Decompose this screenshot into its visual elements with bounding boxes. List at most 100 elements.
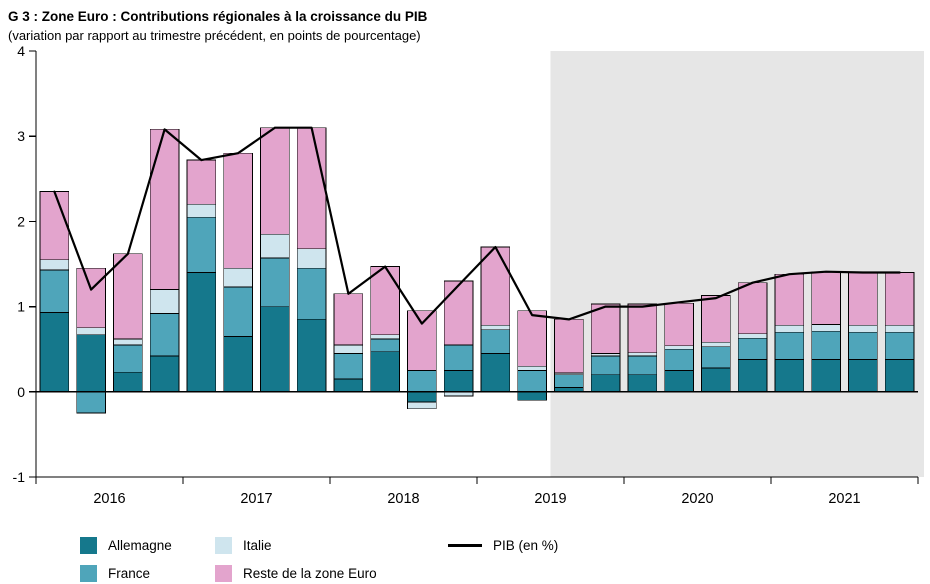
legend-label-italie: Italie xyxy=(243,538,272,553)
legend-line-swatch xyxy=(448,544,482,547)
bar-segment xyxy=(627,355,658,376)
pib-line xyxy=(53,126,901,325)
chart-subtitle: (variation par rapport au trimestre préc… xyxy=(8,28,421,43)
gdp-contributions-chart: -1 0 1 2 3 4 2016 2017 2018 2019 2020 2021 xyxy=(13,43,924,507)
bar-segment xyxy=(517,365,547,371)
bar-segment xyxy=(76,327,106,336)
bar-segment xyxy=(223,267,253,288)
bar-segment xyxy=(223,286,253,337)
bar-segment xyxy=(39,269,70,313)
bar-segment xyxy=(113,253,143,340)
bar-segment xyxy=(39,259,70,271)
bar-segment xyxy=(186,216,217,273)
bar-segment xyxy=(480,246,511,326)
legend-label-reste: Reste de la zone Euro xyxy=(243,566,377,581)
bar-segment xyxy=(333,378,364,393)
bar-segment xyxy=(554,319,584,374)
bar-segment xyxy=(774,359,805,393)
bar-segment xyxy=(296,267,327,320)
bar-segment xyxy=(848,331,878,360)
bar-segment xyxy=(113,344,143,373)
bar-segment xyxy=(701,295,731,343)
legend-column-2: Italie Reste de la zone Euro xyxy=(215,535,448,584)
chart-header: G 3 : Zone Euro : Contributions régional… xyxy=(0,0,930,45)
bar-segment xyxy=(370,334,400,340)
bar-segment xyxy=(407,391,437,403)
bar-segment xyxy=(774,324,805,333)
bar-segment xyxy=(627,374,658,393)
bar-segment xyxy=(443,280,474,346)
legend-swatch-allemagne xyxy=(80,537,97,554)
bar-segment xyxy=(627,303,658,353)
bar-segment xyxy=(149,129,180,290)
y-tick-label: 0 xyxy=(17,384,25,400)
legend-label-pib: PIB (en %) xyxy=(493,538,559,553)
bar-segment xyxy=(590,374,621,393)
bar-segment xyxy=(517,310,547,367)
bar-segment xyxy=(296,319,327,393)
bar-segment xyxy=(664,302,694,347)
bar-segment xyxy=(260,233,290,259)
bar-segment xyxy=(149,313,180,357)
bar-segment xyxy=(811,324,841,332)
bar-segment xyxy=(39,191,70,261)
bar-segment xyxy=(186,272,217,393)
bar-segment xyxy=(76,334,106,393)
bar-segment xyxy=(737,282,768,335)
y-tick-label: 3 xyxy=(17,128,25,144)
bar-segment xyxy=(443,391,474,397)
bar-segment xyxy=(370,266,400,336)
bar-segment xyxy=(554,374,584,388)
bar-segment xyxy=(517,391,547,401)
bar-segment xyxy=(701,342,731,347)
bar-segment xyxy=(480,324,511,330)
bar-segment xyxy=(260,127,290,235)
forecast-region xyxy=(550,51,924,477)
legend-swatch-italie xyxy=(215,537,232,554)
bar-segment xyxy=(884,331,915,360)
bar-segment xyxy=(480,329,511,354)
bar-segment xyxy=(590,353,621,357)
legend-column-3: PIB (en %) xyxy=(448,535,558,584)
bar-segment xyxy=(774,331,805,360)
bar-segment xyxy=(664,345,694,350)
bar-segment xyxy=(223,152,253,269)
bar-segment xyxy=(480,353,511,393)
bar-segment xyxy=(76,267,106,329)
bar-segment xyxy=(737,333,768,339)
bar-segment xyxy=(884,272,915,326)
bar-segment xyxy=(149,289,180,314)
bar-segment xyxy=(848,324,878,333)
bar-segment xyxy=(590,303,621,354)
legend-item-reste: Reste de la zone Euro xyxy=(215,563,448,584)
bar-segment xyxy=(260,306,290,393)
legend-swatch-france xyxy=(80,565,97,582)
chart-title: G 3 : Zone Euro : Contributions régional… xyxy=(8,9,428,24)
bar-segment xyxy=(701,346,731,369)
bar-segment xyxy=(39,312,70,393)
bar-segment xyxy=(848,359,878,393)
bar-segment xyxy=(811,359,841,393)
bar-segment xyxy=(554,387,584,393)
bar-segment xyxy=(590,355,621,376)
y-tick-label: -1 xyxy=(13,469,26,485)
legend: Allemagne France Italie Reste de la zone… xyxy=(80,535,930,584)
bar-segment xyxy=(737,337,768,360)
legend-swatch-reste xyxy=(215,565,232,582)
legend-column-1: Allemagne France xyxy=(80,535,215,584)
bar-segment xyxy=(884,359,915,393)
bar-segment xyxy=(443,370,474,393)
y-tick-label: 1 xyxy=(17,299,25,315)
bar-segment xyxy=(737,359,768,393)
y-tick-label: 4 xyxy=(17,45,25,59)
bar-segment xyxy=(848,272,878,326)
bar-segment xyxy=(113,371,143,393)
bar-segment xyxy=(517,370,547,393)
bar-segment xyxy=(223,336,253,393)
bar-segment xyxy=(884,324,915,333)
bar-segment xyxy=(443,344,474,371)
bar-segment xyxy=(113,338,143,346)
bar-segment xyxy=(333,344,364,354)
bar-segment xyxy=(370,338,400,353)
legend-item-pib: PIB (en %) xyxy=(448,535,558,556)
